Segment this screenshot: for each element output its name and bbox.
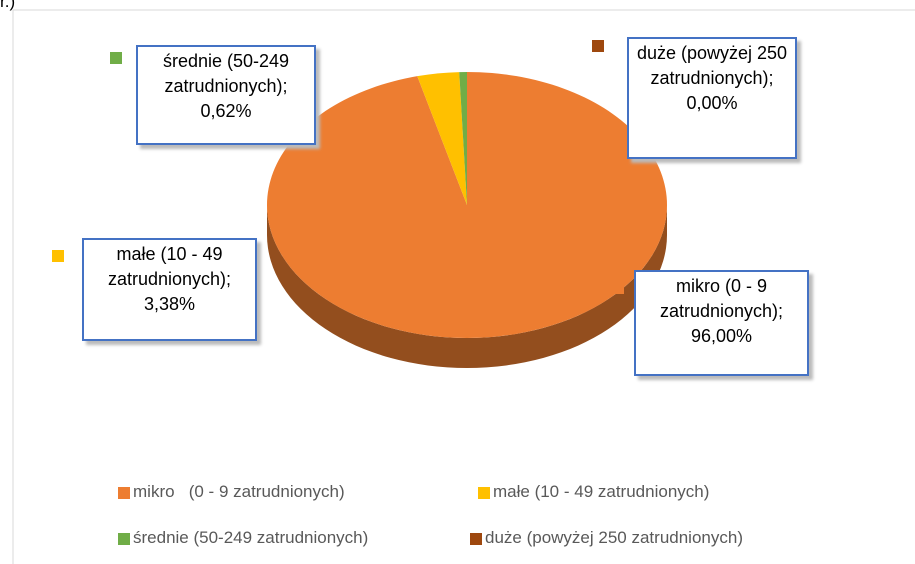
corner-text: r.) (0, 0, 16, 11)
legend-key (478, 487, 490, 499)
pie-side (267, 205, 667, 368)
pie-slice (417, 72, 467, 205)
data-label: mikro (0 - 9 zatrudnionych); 96,00% (634, 270, 809, 376)
legend-key (118, 533, 130, 545)
pie-slice (459, 72, 467, 205)
legend-key (118, 487, 130, 499)
label-key (52, 250, 64, 262)
label-key (612, 282, 624, 294)
legend-label: duże (powyżej 250 zatrudnionych) (485, 528, 743, 547)
data-label: średnie (50-249 zatrudnionych); 0,62% (136, 45, 316, 145)
data-label: duże (powyżej 250 zatrudnionych); 0,00% (627, 37, 797, 159)
legend-label: małe (10 - 49 zatrudnionych) (493, 482, 710, 501)
legend-label: średnie (50-249 zatrudnionych) (133, 528, 369, 547)
legend-key (470, 533, 482, 545)
data-label: małe (10 - 49 zatrudnionych); 3,38% (82, 238, 257, 341)
label-key (592, 40, 604, 52)
label-key (110, 52, 122, 64)
legend-label: mikro (0 - 9 zatrudnionych) (133, 482, 345, 501)
